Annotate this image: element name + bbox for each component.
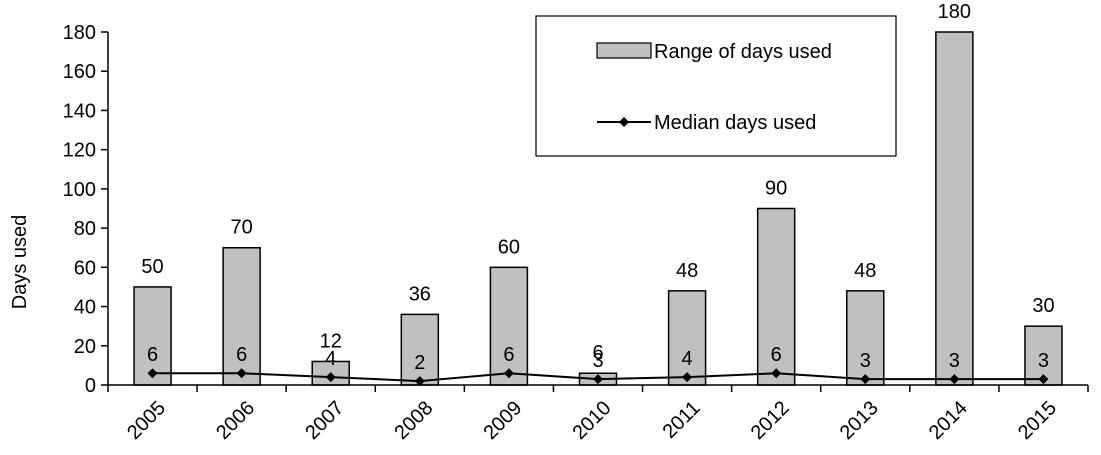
y-tick-label: 140 [63, 100, 96, 122]
median-marker [860, 374, 871, 385]
y-tick-label: 60 [74, 257, 96, 279]
y-tick-label: 100 [63, 179, 96, 201]
bar [489, 266, 529, 386]
x-axis-ticks: 2005 2006 2007 2008 2009 2010 2011 2012 2013 2014… [107, 385, 1089, 444]
median-marker [771, 368, 782, 379]
bar [667, 290, 707, 386]
bar-value-label: 12 [320, 330, 342, 352]
y-tick-label: 0 [85, 375, 96, 397]
y-tick-label: 80 [74, 218, 96, 240]
legend-bar-label: Range of days used [654, 41, 832, 63]
bar-value-label: 48 [676, 260, 698, 282]
y-axis-title: Days used [9, 215, 31, 310]
median-marker [1038, 374, 1049, 385]
x-tick-label: 2014 [925, 397, 972, 444]
y-axis-ticks: 0 20 40 60 80 100 120 140 160 180 [63, 22, 108, 397]
bar-value-label: 60 [498, 236, 520, 258]
median-value-label: 3 [860, 350, 871, 372]
median-marker [414, 376, 425, 387]
x-tick-label: 2009 [479, 397, 526, 444]
y-tick-label: 160 [63, 61, 96, 83]
median-marker [503, 368, 514, 379]
bar-value-label: 180 [938, 1, 971, 23]
median-value-label: 4 [325, 348, 336, 370]
median-marker [949, 374, 960, 385]
median-value-label: 2 [414, 352, 425, 374]
legend-box [535, 15, 897, 157]
bar-value-label: 30 [1032, 295, 1054, 317]
y-tick-label: 120 [63, 140, 96, 162]
bar [846, 290, 885, 386]
bar [935, 31, 974, 386]
median-value-label: 3 [592, 350, 603, 372]
median-value-label: 3 [1038, 350, 1049, 372]
x-tick-label: 2010 [569, 397, 616, 444]
y-tick-label: 20 [74, 336, 96, 358]
median-value-label: 6 [771, 344, 782, 366]
x-tick-label: 2005 [123, 397, 170, 444]
x-tick-label: 2008 [390, 397, 437, 444]
legend: Range of days used Median days used [535, 15, 897, 157]
x-tick-label: 2013 [836, 397, 883, 444]
median-marker [147, 368, 158, 379]
median-value-label: 3 [949, 350, 960, 372]
x-tick-label: 2011 [659, 397, 705, 443]
bar-value-label: 70 [231, 217, 253, 239]
legend-bar-swatch [596, 42, 652, 59]
bar-value-label: 6 [592, 342, 603, 364]
median-value-label: 6 [236, 344, 247, 366]
x-tick-label: 2015 [1014, 397, 1061, 444]
legend-diamond-marker [619, 117, 629, 127]
x-tick-label: 2012 [747, 397, 794, 444]
median-value-label: 6 [503, 344, 514, 366]
y-tick-label: 180 [63, 22, 96, 44]
bar-value-label: 90 [765, 178, 787, 200]
median-marker [593, 374, 603, 385]
bar-value-label: 50 [141, 256, 163, 278]
median-value-label: 4 [682, 348, 693, 370]
bar [400, 313, 440, 386]
median-marker [236, 368, 247, 379]
median-value-label: 6 [147, 344, 158, 366]
median-marker [682, 372, 693, 383]
bar-value-label: 48 [854, 260, 876, 282]
x-tick-label: 2007 [301, 397, 348, 444]
bar-value-label: 36 [409, 283, 431, 305]
median-marker [325, 372, 336, 383]
bar [756, 207, 796, 386]
legend-line-label: Median days used [654, 112, 816, 134]
x-tick-label: 2006 [212, 397, 259, 444]
y-tick-label: 40 [74, 297, 96, 319]
